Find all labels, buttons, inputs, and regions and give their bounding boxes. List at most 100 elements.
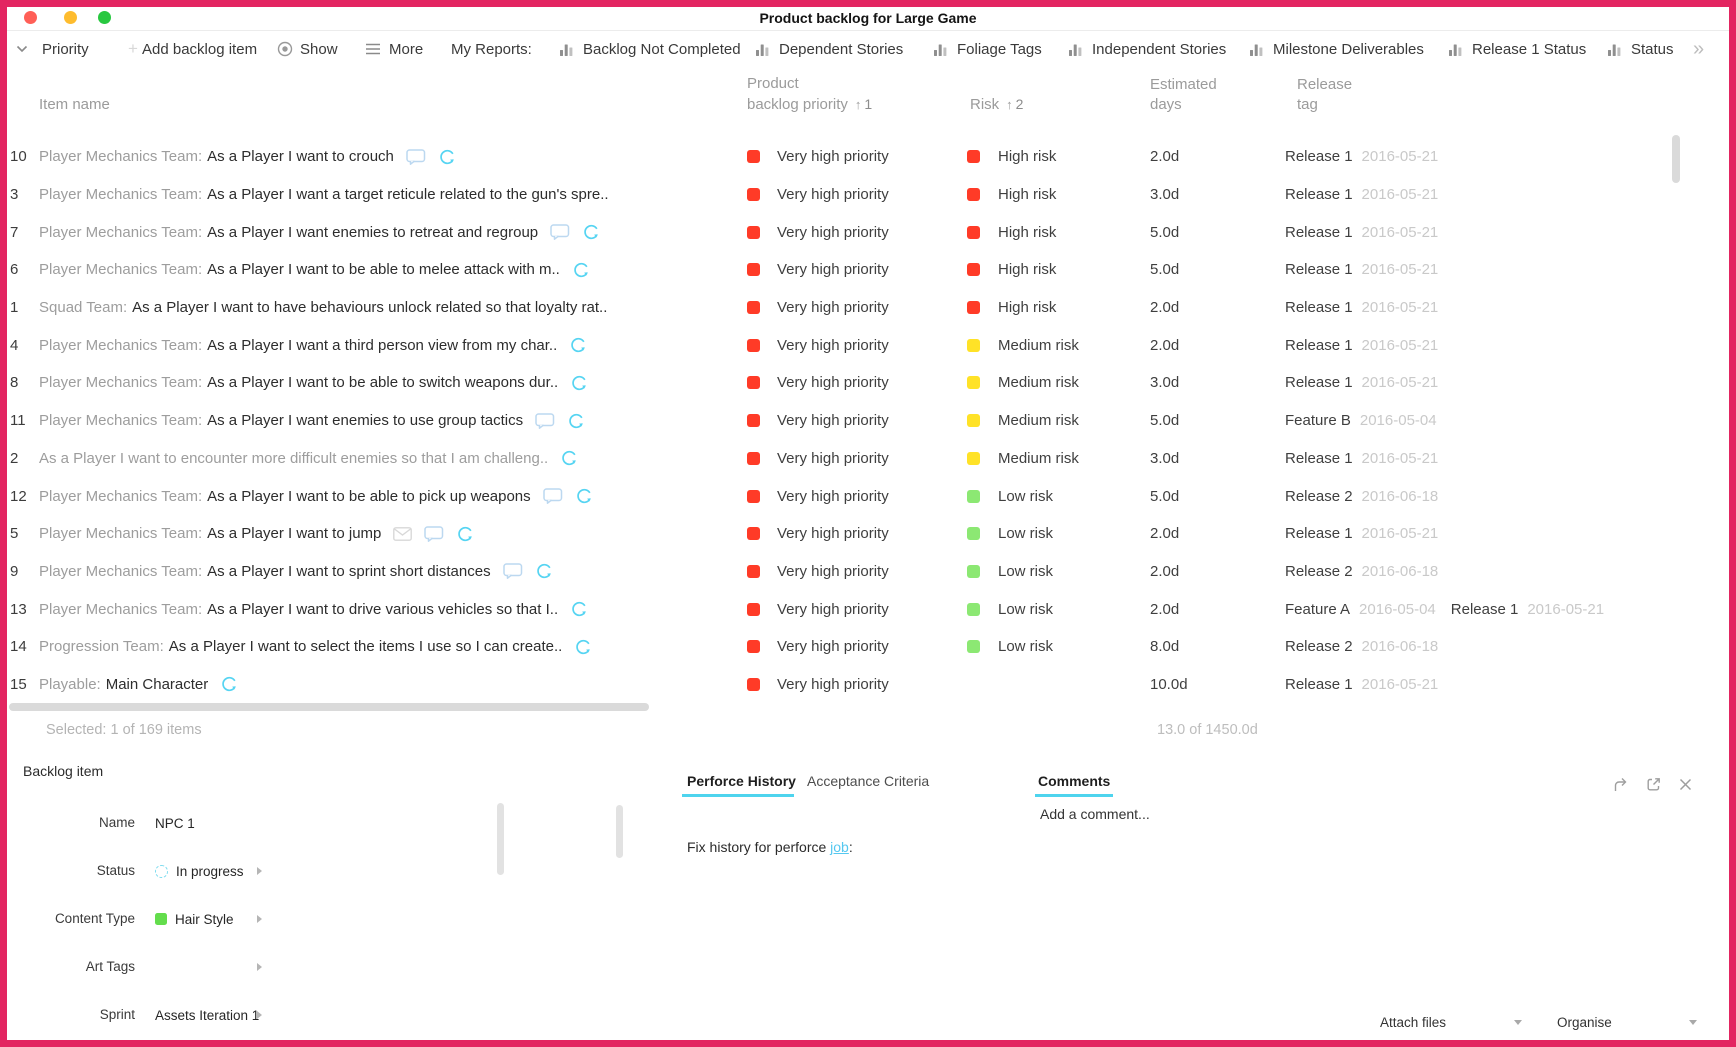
table-vertical-scrollbar[interactable] [1672,135,1680,183]
chevron-right-icon[interactable] [257,1011,262,1019]
risk-label: Medium risk [998,374,1079,392]
panel-scrollbar[interactable] [497,803,504,875]
table-row[interactable]: 8 Player Mechanics Team: As a Player I wan… [7,364,1707,402]
report-button[interactable]: Status [1607,31,1674,67]
column-header-estimated-days[interactable]: Estimated days [1150,76,1217,113]
bar-chart-icon [1068,42,1083,57]
priority-sort-button[interactable]: Priority [42,40,89,58]
add-comment-input[interactable]: Add a comment... [1040,806,1150,822]
hamburger-icon[interactable] [365,31,381,67]
priority-label: Very high priority [777,525,889,543]
report-button[interactable]: Foliage Tags [933,31,1042,67]
item-name: Player Mechanics Team: As a Player I want… [39,402,585,440]
risk-label: High risk [998,186,1057,204]
table-row[interactable]: 15 Playable: Main Character Very high prior… [7,666,1707,704]
organise-dropdown[interactable]: Organise [1557,1011,1697,1033]
window-close-button[interactable] [24,11,37,24]
window-minimize-button[interactable] [64,11,77,24]
table-row[interactable]: 6 Player Mechanics Team: As a Player I wan… [7,251,1707,289]
report-button[interactable]: Dependent Stories [755,31,903,67]
item-title: As a Player I want a third person view f… [207,336,558,354]
report-button[interactable]: Independent Stories [1068,31,1226,67]
panel-scrollbar[interactable] [616,805,623,858]
field-label: Art Tags [85,959,135,974]
priority-label: Very high priority [777,336,889,354]
table-row[interactable]: 2 As a Player I want to encounter more di… [7,440,1707,478]
release-tag: Feature A 2016-05-04 [1285,600,1436,618]
item-title: As a Player I want to be able to pick up… [207,487,531,505]
chevron-right-icon[interactable] [257,867,262,875]
field-value[interactable]: Hair Style [155,908,234,930]
job-link[interactable]: job [830,839,849,855]
field-value[interactable]: In progress [155,860,244,882]
risk-label: High risk [998,223,1057,241]
team-prefix: Progression Team: [39,638,164,656]
table-row[interactable]: 5 Player Mechanics Team: As a Player I wan… [7,515,1707,553]
release-tag: Release 1 2016-05-21 [1285,449,1439,467]
add-backlog-item-button[interactable]: Add backlog item [142,40,258,58]
item-title: As a Player I want to drive various vehi… [207,600,559,618]
tab-comments[interactable]: Comments [1038,773,1111,789]
table-row[interactable]: 4 Player Mechanics Team: As a Player I wan… [7,326,1707,364]
column-header-release-tag[interactable]: Release tag [1297,76,1353,113]
table-row[interactable]: 1 Squad Team: As a Player I want to have b… [7,289,1707,327]
release-tags-cell: Release 1 2016-05-21 [1285,251,1453,289]
release-tag: Release 1 2016-05-21 [1285,336,1439,354]
toolbar-overflow-chevron-icon[interactable]: » [1693,37,1705,60]
table-row[interactable]: 7 Player Mechanics Team: As a Player I wan… [7,213,1707,251]
report-label: Status [1631,40,1674,58]
tab-perforce-history[interactable]: Perforce History [687,773,796,789]
chevron-right-icon[interactable] [257,915,262,923]
move-arrow-icon[interactable] [1612,777,1629,792]
column-header-priority[interactable]: Product backlog priority ↑ 1 [747,75,873,113]
plus-icon: + [128,39,138,58]
table-row[interactable]: 9 Player Mechanics Team: As a Player I wan… [7,553,1707,591]
risk-cell: Low risk [967,628,1053,666]
field-value[interactable]: Assets Iteration 1 [155,1007,260,1023]
item-title: As a Player I want to sprint short dista… [207,562,491,580]
chevron-right-icon[interactable] [257,963,262,971]
chevron-down-icon[interactable] [16,31,28,67]
show-icon[interactable] [277,31,293,67]
column-header-risk[interactable]: Risk ↑ 2 [970,96,1024,113]
team-prefix: Player Mechanics Team: [39,336,203,354]
comment-bubble-icon [406,149,426,165]
priority-color-square [747,451,760,465]
active-tab-underline [682,794,794,797]
priority-label: Very high priority [777,148,889,166]
table-row[interactable]: 3 Player Mechanics Team: As a Player I wan… [7,176,1707,214]
days-total-status: 13.0 of 1450.0d [1157,722,1258,738]
report-button[interactable]: Release 1 Status [1448,31,1586,67]
open-in-new-icon[interactable] [1645,776,1662,793]
table-row[interactable]: 14 Progression Team: As a Player I want to… [7,628,1707,666]
item-name: Squad Team: As a Player I want to have be… [39,289,607,327]
risk-cell: High risk [967,213,1056,251]
risk-color-square [967,602,980,616]
priority-label: Very high priority [777,449,889,467]
show-button[interactable]: Show [300,40,338,58]
item-name: Player Mechanics Team: As a Player I want… [39,326,587,364]
estimated-days-cell: 3.0d [1150,449,1180,467]
attach-files-dropdown[interactable]: Attach files [1380,1011,1522,1033]
estimated-days-cell: 2.0d [1150,336,1180,354]
table-row[interactable]: 12 Player Mechanics Team: As a Player I wa… [7,477,1707,515]
comment-bubble-icon [542,488,563,504]
my-reports-label: My Reports: [451,40,532,58]
horizontal-scrollbar[interactable] [9,703,649,711]
column-header-item-name[interactable]: Item name [39,96,110,113]
item-name: Playable: Main Character [39,666,238,704]
table-row[interactable]: 10 Player Mechanics Team: As a Player I wa… [7,138,1707,176]
table-row[interactable]: 13 Player Mechanics Team: As a Player I wa… [7,590,1707,628]
more-button[interactable]: More [389,40,424,58]
report-button[interactable]: Milestone Deliverables [1249,31,1424,67]
field-value[interactable]: NPC 1 [155,815,195,831]
estimated-days-cell: 3.0d [1150,374,1180,392]
report-button[interactable]: Backlog Not Completed [559,31,741,67]
close-icon[interactable] [1678,777,1693,792]
table-row[interactable]: 11 Player Mechanics Team: As a Player I wa… [7,402,1707,440]
team-prefix: Player Mechanics Team: [39,374,203,392]
risk-cell: High risk [967,289,1056,327]
tab-acceptance-criteria[interactable]: Acceptance Criteria [807,773,930,789]
window-zoom-button[interactable] [98,11,111,24]
